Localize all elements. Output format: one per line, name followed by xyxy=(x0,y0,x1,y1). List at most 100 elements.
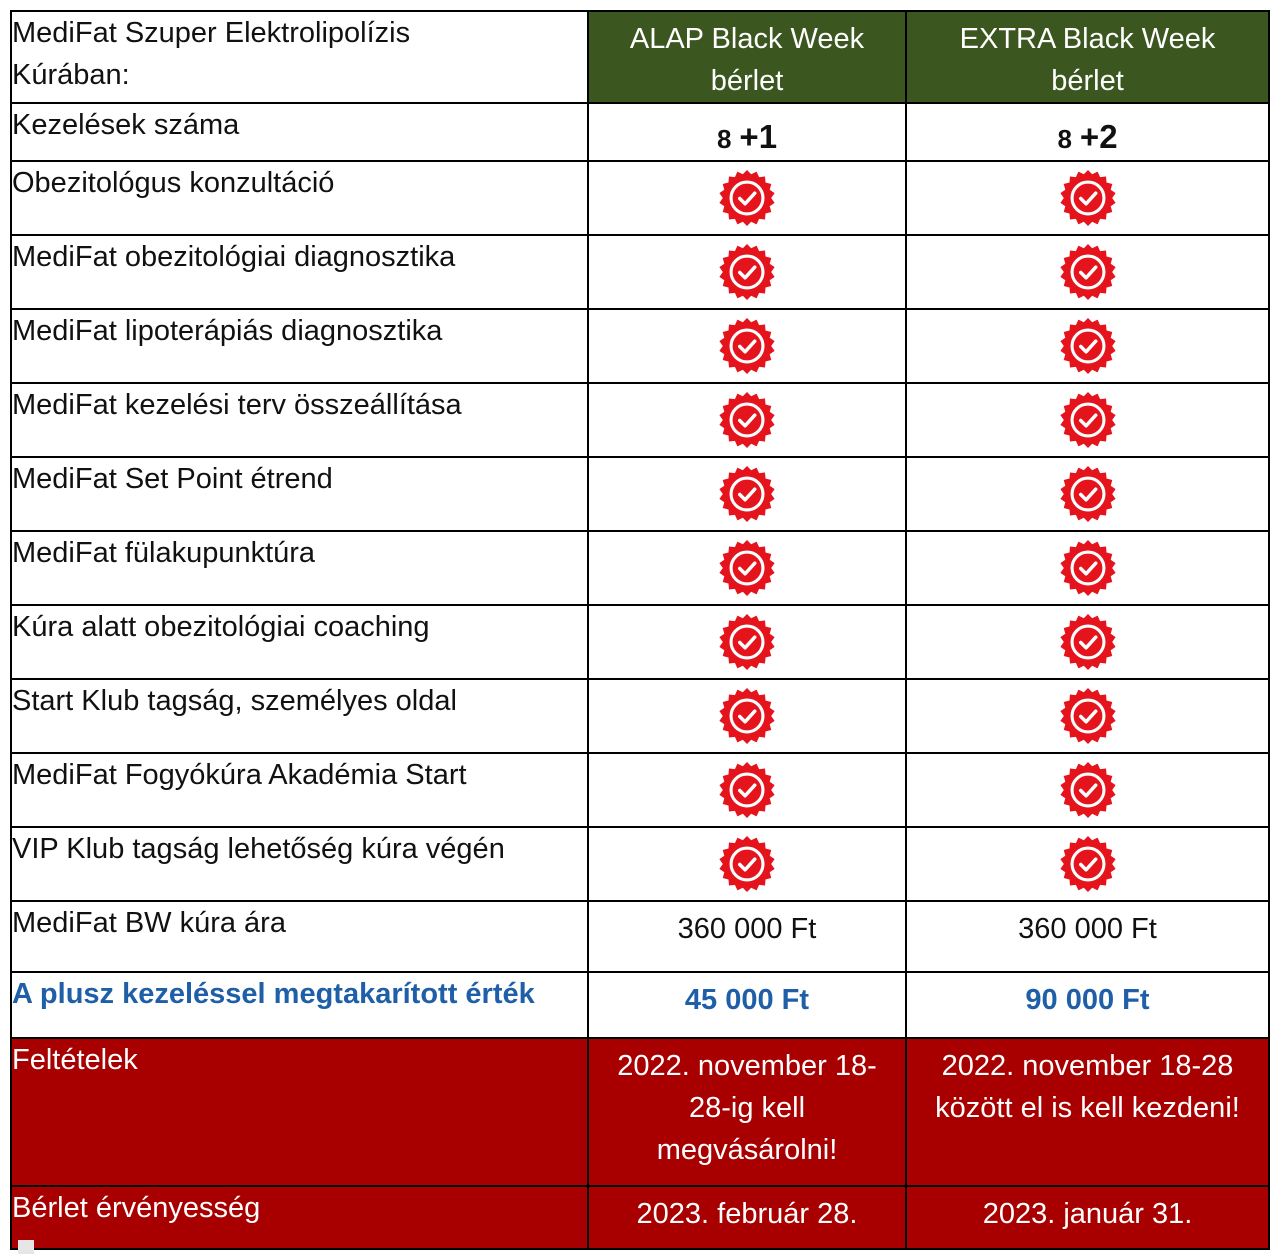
check-seal-icon xyxy=(589,391,905,449)
check-seal-icon xyxy=(589,317,905,375)
extra-included-cell xyxy=(905,456,1270,532)
conditions-label: Feltételek xyxy=(10,1037,589,1187)
alap-header: ALAP Black Week bérlet xyxy=(587,10,907,104)
check-seal-icon xyxy=(907,243,1268,301)
feature-label: Kúra alatt obezitológiai coaching xyxy=(10,604,589,680)
check-seal-icon xyxy=(589,539,905,597)
treatments-row: Kezelések száma 8 +1 8 +2 xyxy=(10,102,1270,162)
feature-label: MediFat Fogyókúra Akadémia Start xyxy=(10,752,589,828)
check-seal-icon xyxy=(907,761,1268,819)
feature-row: MediFat Set Point étrend xyxy=(10,456,1270,532)
alap-included-cell xyxy=(587,308,907,384)
extra-included-cell xyxy=(905,530,1270,606)
alap-included-cell xyxy=(587,604,907,680)
check-seal-icon xyxy=(907,835,1268,893)
alap-included-cell xyxy=(587,234,907,310)
price-row: MediFat BW kúra ára 360 000 Ft 360 000 F… xyxy=(10,900,1270,973)
extra-included-cell xyxy=(905,160,1270,236)
feature-row: MediFat Fogyókúra Akadémia Start xyxy=(10,752,1270,828)
check-seal-icon xyxy=(907,687,1268,745)
check-seal-icon xyxy=(907,539,1268,597)
alap-included-cell xyxy=(587,160,907,236)
extra-included-cell xyxy=(905,308,1270,384)
treatments-label: Kezelések száma xyxy=(10,102,589,162)
extra-price: 360 000 Ft xyxy=(905,900,1270,973)
header-label-line1: MediFat Szuper Elektrolipolízis xyxy=(12,17,411,49)
savings-label: A plusz kezeléssel megtakarított érték xyxy=(10,971,589,1039)
check-seal-icon xyxy=(589,613,905,671)
extra-conditions: 2022. november 18-28 között el is kell k… xyxy=(905,1037,1270,1187)
alap-conditions-line: megvásárolni! xyxy=(656,1134,838,1166)
extra-included-cell xyxy=(905,678,1270,754)
extra-conditions-line: 2022. november 18-28 xyxy=(941,1050,1234,1082)
extra-treatment-count: 8 +2 xyxy=(905,102,1270,162)
check-seal-icon xyxy=(589,465,905,523)
feature-label: Start Klub tagság, személyes oldal xyxy=(10,678,589,754)
check-seal-icon xyxy=(589,835,905,893)
check-seal-icon xyxy=(907,317,1268,375)
feature-row: Start Klub tagság, személyes oldal xyxy=(10,678,1270,754)
check-seal-icon xyxy=(907,169,1268,227)
header-label: MediFat Szuper Elektrolipolízis Kúrában: xyxy=(10,10,589,104)
alap-included-cell xyxy=(587,678,907,754)
alap-conditions: 2022. november 18- 28-ig kell megvásárol… xyxy=(587,1037,907,1187)
alap-treatment-count: 8 +1 xyxy=(587,102,907,162)
price-label: MediFat BW kúra ára xyxy=(10,900,589,973)
extra-validity: 2023. január 31. xyxy=(905,1185,1270,1250)
alap-savings: 45 000 Ft xyxy=(587,971,907,1039)
alap-price: 360 000 Ft xyxy=(587,900,907,973)
validity-label: Bérlet érvényesség xyxy=(10,1185,589,1250)
feature-row: MediFat lipoterápiás diagnosztika xyxy=(10,308,1270,384)
extra-included-cell xyxy=(905,382,1270,458)
check-seal-icon xyxy=(907,391,1268,449)
alap-count-base: 8 xyxy=(716,124,732,154)
extra-included-cell xyxy=(905,604,1270,680)
check-seal-icon xyxy=(907,613,1268,671)
alap-count-plus: +1 xyxy=(739,118,778,155)
feature-row: MediFat fülakupunktúra xyxy=(10,530,1270,606)
extra-savings: 90 000 Ft xyxy=(905,971,1270,1039)
alap-included-cell xyxy=(587,826,907,902)
alap-validity: 2023. február 28. xyxy=(587,1185,907,1250)
feature-label: MediFat kezelési terv összeállítása xyxy=(10,382,589,458)
feature-label: VIP Klub tagság lehetőség kúra végén xyxy=(10,826,589,902)
alap-header-line2: bérlet xyxy=(710,65,784,97)
feature-row: MediFat obezitológiai diagnosztika xyxy=(10,234,1270,310)
header-label-line2: Kúrában: xyxy=(12,59,130,91)
alap-conditions-line: 28-ig kell xyxy=(688,1092,806,1124)
check-seal-icon xyxy=(589,169,905,227)
extra-header-line1: EXTRA Black Week xyxy=(959,23,1216,55)
alap-conditions-line: 2022. november 18- xyxy=(617,1050,877,1082)
savings-row: A plusz kezeléssel megtakarított érték 4… xyxy=(10,971,1270,1039)
feature-row: Kúra alatt obezitológiai coaching xyxy=(10,604,1270,680)
extra-count-base: 8 xyxy=(1057,124,1072,154)
extra-conditions-line: között el is kell kezdeni! xyxy=(935,1092,1240,1124)
comparison-table: MediFat Szuper Elektrolipolízis Kúrában:… xyxy=(10,10,1270,1250)
feature-label: MediFat fülakupunktúra xyxy=(10,530,589,606)
feature-rows: Obezitológus konzultáció MediFat obezitol… xyxy=(10,160,1270,902)
check-seal-icon xyxy=(589,761,905,819)
extra-included-cell xyxy=(905,826,1270,902)
feature-label: MediFat Set Point étrend xyxy=(10,456,589,532)
alap-included-cell xyxy=(587,530,907,606)
extra-header-line2: bérlet xyxy=(1051,65,1124,97)
alap-included-cell xyxy=(587,456,907,532)
feature-label: MediFat obezitológiai diagnosztika xyxy=(10,234,589,310)
extra-included-cell xyxy=(905,752,1270,828)
page-edge-mark xyxy=(18,1240,34,1254)
alap-header-line1: ALAP Black Week xyxy=(629,23,865,55)
feature-row: Obezitológus konzultáció xyxy=(10,160,1270,236)
extra-included-cell xyxy=(905,234,1270,310)
check-seal-icon xyxy=(589,687,905,745)
feature-row: VIP Klub tagság lehetőség kúra végén xyxy=(10,826,1270,902)
check-seal-icon xyxy=(589,243,905,301)
header-row: MediFat Szuper Elektrolipolízis Kúrában:… xyxy=(10,10,1270,104)
extra-header: EXTRA Black Week bérlet xyxy=(905,10,1270,104)
feature-label: Obezitológus konzultáció xyxy=(10,160,589,236)
validity-row: Bérlet érvényesség 2023. február 28. 202… xyxy=(10,1185,1270,1250)
conditions-row: Feltételek 2022. november 18- 28-ig kell… xyxy=(10,1037,1270,1187)
feature-row: MediFat kezelési terv összeállítása xyxy=(10,382,1270,458)
extra-count-plus: +2 xyxy=(1079,118,1118,155)
alap-included-cell xyxy=(587,752,907,828)
feature-label: MediFat lipoterápiás diagnosztika xyxy=(10,308,589,384)
